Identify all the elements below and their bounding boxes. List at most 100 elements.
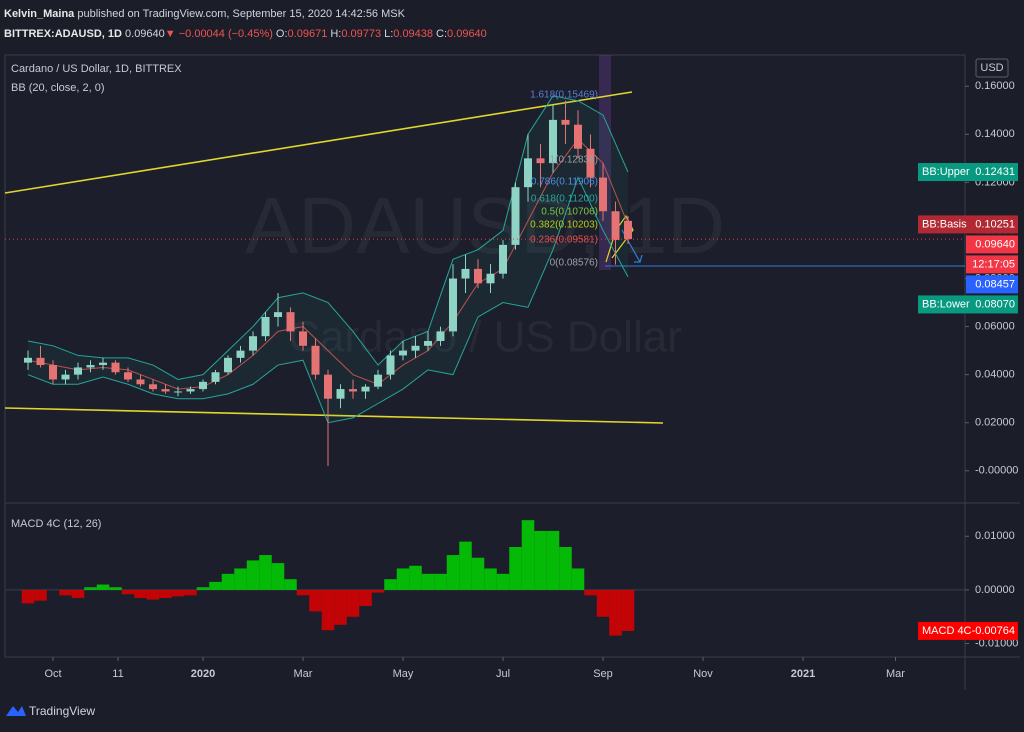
candle-body xyxy=(599,177,607,212)
currency: USD xyxy=(980,62,1003,74)
badge-label: 0.12431 xyxy=(975,166,1015,178)
ohlc-key: L: xyxy=(384,28,394,40)
histogram-bar xyxy=(309,589,322,612)
countdown: 12:17:05 xyxy=(972,258,1015,270)
candle-body xyxy=(299,331,307,346)
band-line xyxy=(27,95,629,380)
y-tick-label: -0.00000 xyxy=(975,465,1018,477)
pane-title: Cardano / US Dollar, 1D, BITTREX xyxy=(11,63,182,75)
histogram-bar xyxy=(409,565,422,590)
badge-label: -0.00764 xyxy=(972,625,1015,637)
y-tick-label: 0.16000 xyxy=(975,80,1015,92)
candle-body xyxy=(574,124,582,149)
histogram-bar xyxy=(121,589,135,595)
histogram-bar xyxy=(459,541,472,590)
candle-body xyxy=(561,119,570,125)
histogram-bar xyxy=(71,589,85,598)
candle-body xyxy=(474,268,482,284)
candle-body xyxy=(336,389,345,399)
badge-bg xyxy=(918,295,1018,314)
candle-body xyxy=(624,220,632,240)
fib-label: 0(0.08576) xyxy=(550,258,598,269)
candle-body xyxy=(86,365,95,368)
badge-name: BB:Basis xyxy=(922,218,967,230)
badge-name: BB:Upper xyxy=(922,166,970,178)
candle-body xyxy=(349,389,357,392)
candle-body xyxy=(361,386,370,392)
histogram-bar xyxy=(496,573,510,590)
histogram-bar xyxy=(621,589,635,631)
histogram-bar xyxy=(146,589,160,600)
histogram-bar xyxy=(559,547,572,590)
price-badge: BB:Upper 0.12431 xyxy=(918,163,1018,182)
candle-body xyxy=(161,389,170,392)
candle-body xyxy=(261,316,270,337)
watermark: ADAUSD, 1D Cardano / US Dollar xyxy=(245,181,725,362)
histogram-bar xyxy=(546,530,560,590)
fib-label: 1.618(0.15469) xyxy=(530,90,598,101)
fib-label: 0.618(0.11200) xyxy=(531,194,598,205)
candle-body xyxy=(536,158,545,164)
histogram-bar xyxy=(96,584,110,590)
histogram-bar xyxy=(396,568,410,590)
overlay: BB:Upper 0.12431 BB:Basis 0.10251 0.09640 12:… xyxy=(918,163,1018,640)
x-tick-label: Jul xyxy=(496,668,510,680)
candle-body xyxy=(424,341,432,346)
ohlc: O:0.09671 H:0.09773 L:0.09438 C:0.09640 xyxy=(273,28,487,40)
price-badge: BB:Lower 0.08070 xyxy=(918,295,1018,314)
candle-body xyxy=(199,381,207,390)
candle-body xyxy=(524,158,532,188)
histogram-bar xyxy=(584,589,597,596)
fib-highlight xyxy=(599,55,611,270)
candle-body xyxy=(36,357,45,366)
histogram-bar xyxy=(284,579,297,590)
histogram-bar xyxy=(484,568,497,590)
watermark-desc: Cardano / US Dollar xyxy=(288,313,682,362)
y-tick-label: 0.04000 xyxy=(975,369,1015,381)
price-badge: BB:Basis 0.10251 xyxy=(918,215,1018,234)
histogram-bar xyxy=(221,573,235,590)
author: Kelvin_Maina xyxy=(4,8,75,20)
last-price: 0.09640 xyxy=(125,28,165,40)
y-tick-label: 0.02000 xyxy=(975,417,1015,429)
countdown-bg xyxy=(966,255,1018,274)
candle-body xyxy=(124,372,132,380)
histogram-bar xyxy=(259,555,272,590)
badge-name: MACD 4C xyxy=(922,625,972,637)
histogram-bar xyxy=(334,589,347,625)
histogram-bar xyxy=(196,587,210,590)
x-tick-label: Oct xyxy=(44,668,61,680)
symbol: BITTREX:ADAUSD, 1D xyxy=(4,28,122,40)
candle-body xyxy=(186,389,195,392)
histogram-bar xyxy=(596,589,610,617)
candle-body xyxy=(286,312,295,332)
candle-body xyxy=(249,336,257,351)
ohlc-key: O: xyxy=(275,28,288,40)
marks: Cardano / US Dollar, 1D, BITTREX BB (20, … xyxy=(5,58,1018,680)
header: Kelvin_Maina published on TradingView.co… xyxy=(4,4,487,44)
watermark-symbol: ADAUSD, 1D xyxy=(245,181,725,270)
candle-body xyxy=(311,345,320,375)
histogram-bar xyxy=(384,579,397,590)
candle-body xyxy=(324,374,332,399)
logo-icon xyxy=(6,706,26,716)
ohlc-value: 0.09438 xyxy=(393,28,434,40)
histogram-bar xyxy=(84,587,97,590)
histogram-bar xyxy=(446,555,460,590)
symbol-line: BITTREX:ADAUSD, 1D 0.09640▼ −0.00044 (−0… xyxy=(4,24,487,44)
price-badge: MACD 4C -0.00764 xyxy=(918,621,1018,640)
histogram-bar xyxy=(134,589,147,598)
candle-body xyxy=(486,273,495,284)
histogram-bar xyxy=(609,589,622,636)
x-tick-label: 11 xyxy=(112,668,123,680)
candle-body xyxy=(449,278,457,332)
candle-body xyxy=(24,357,32,363)
badge-bg xyxy=(966,275,1018,294)
candle-body xyxy=(386,355,395,375)
currency-box xyxy=(975,58,1009,78)
ohlc-value: 0.09640 xyxy=(447,28,487,40)
fib-label: 0.382(0.10203) xyxy=(530,220,598,231)
badge-bg xyxy=(918,215,1018,234)
badge-bg xyxy=(918,621,1018,640)
